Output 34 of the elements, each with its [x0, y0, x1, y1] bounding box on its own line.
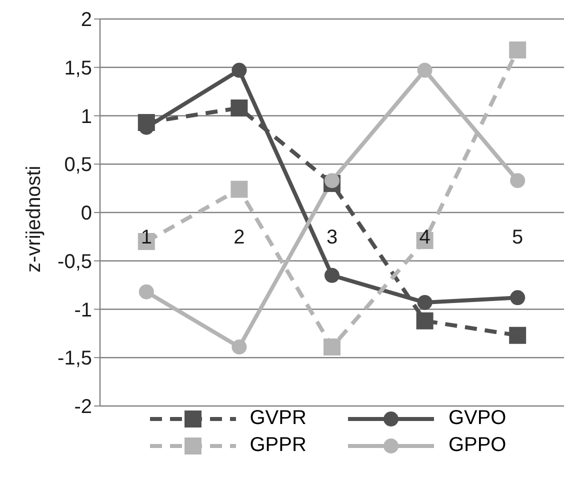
point	[324, 173, 340, 188]
point	[324, 338, 340, 356]
point	[510, 290, 526, 306]
point	[416, 312, 434, 330]
x-tick-label: 1	[140, 226, 152, 248]
y-tick-label: 1	[80, 106, 92, 128]
legend-label: GVPR	[250, 407, 306, 430]
point	[138, 284, 154, 300]
point	[232, 62, 247, 78]
x-tick-label: 4	[419, 226, 430, 248]
point	[324, 268, 340, 283]
y-tick-label: -0,5	[58, 250, 92, 273]
y-tick-label: 1,5	[64, 57, 92, 80]
y-tick-label: 2	[80, 9, 92, 32]
point	[230, 100, 248, 117]
point	[230, 180, 248, 198]
y-tick-label: 0	[80, 202, 92, 225]
y-tick-label: -1,5	[58, 348, 92, 370]
legend-label: GPPR	[250, 434, 306, 457]
x-tick-label: 3	[326, 226, 338, 248]
x-tick-label: 5	[512, 226, 524, 248]
point	[509, 326, 526, 344]
y-tick-label: -2	[74, 396, 92, 418]
x-tick-label: 2	[234, 226, 245, 248]
point	[417, 62, 432, 78]
y-axis-title: z-vrijednosti	[23, 166, 46, 272]
point	[417, 294, 432, 310]
point	[510, 173, 526, 188]
point	[509, 41, 526, 58]
legend-label: GVPO	[448, 407, 506, 430]
legend-label: GPPO	[448, 434, 506, 457]
point	[232, 339, 247, 354]
y-tick-label: -1	[74, 299, 92, 322]
y-tick-label: 0,5	[64, 154, 92, 176]
